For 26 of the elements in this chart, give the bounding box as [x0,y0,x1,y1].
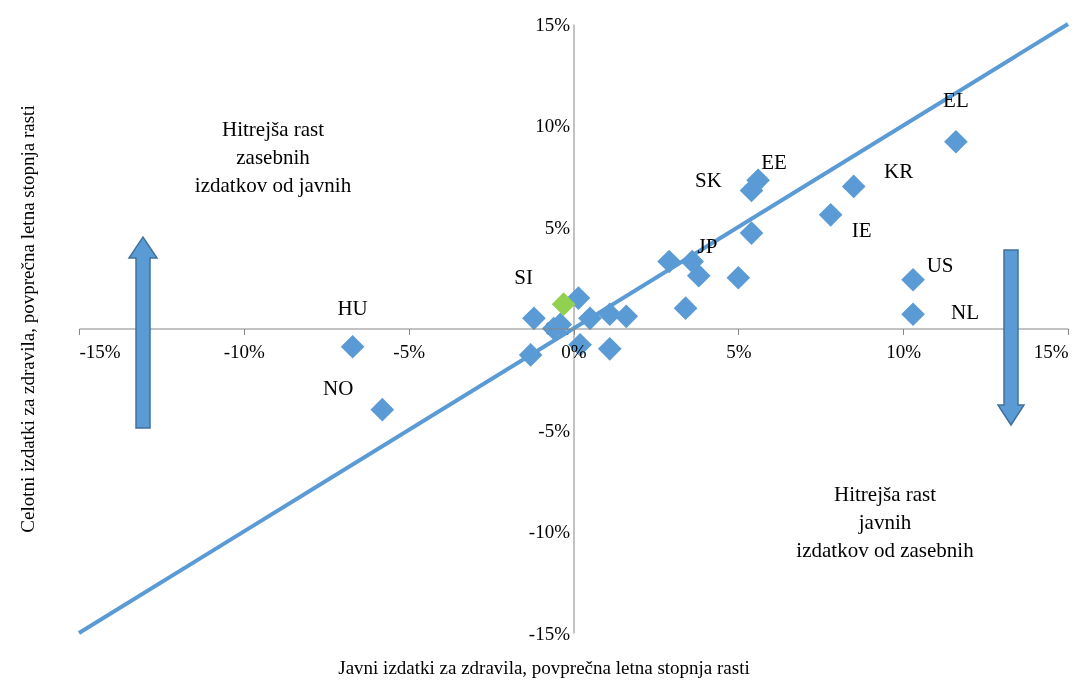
x-tick-label: -5% [393,341,426,362]
annotation: Hitrejša rast zasebnih izdatkov od javnih [194,117,352,197]
y-tick-label: 5% [544,216,571,238]
x-tick-label: 10% [886,341,922,362]
annotation: NL [951,300,980,325]
y-tick-label: -10% [528,521,571,542]
annotation: EE [761,150,787,175]
annotation: NO [323,375,354,400]
annotation: Hitrejša rast javnih izdatkov od zasebnih [796,482,975,562]
x-axis-title: Javni izdatki za zdravila, povprečna letna stopnja rasti [338,656,750,678]
annotation: US [926,252,954,277]
x-tick-label: -10% [223,341,266,362]
annotation: KR [884,159,914,184]
annotation: IE [851,217,872,242]
x-tick-label: 5% [726,341,752,362]
y-tick-label: -5% [538,419,571,441]
annotation: SK [695,168,722,193]
x-tick-label: -15% [79,341,121,362]
y-tick-label: 15% [535,13,571,35]
y-tick-label: -15% [528,622,571,644]
annotation: EL [943,87,969,112]
y-axis-title: Celotni izdatki za zdravila, povprečna letna stopnja rasti [16,105,38,533]
annotation: SI [514,265,533,290]
x-tick-label: 15% [1033,341,1069,362]
annotation: HU [337,295,368,320]
y-tick-label: 10% [535,115,571,136]
